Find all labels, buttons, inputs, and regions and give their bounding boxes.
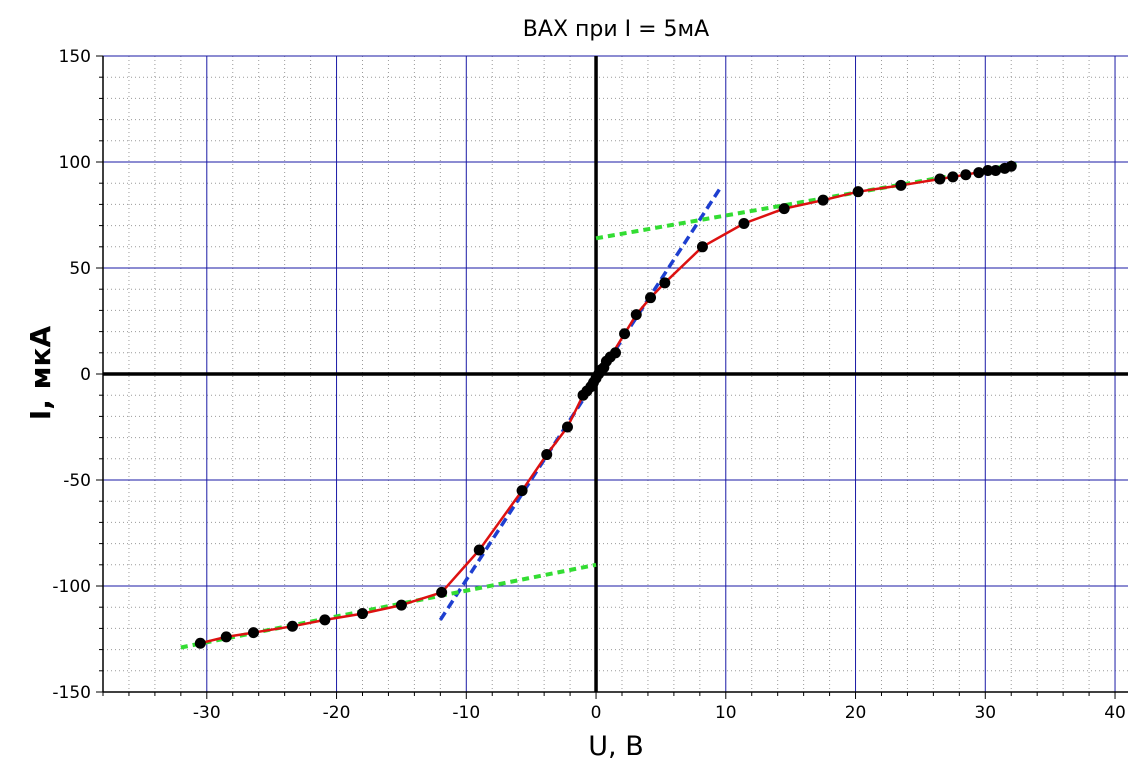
chart-title: ВАХ при I = 5мА [523, 17, 709, 42]
data-point [852, 186, 864, 198]
data-point [561, 421, 573, 433]
x-tick-label: 0 [591, 703, 602, 723]
data-point [696, 241, 708, 253]
x-axis-label: U, B [588, 731, 643, 762]
x-tick-label: -20 [323, 703, 351, 723]
iv-curve [200, 164, 1012, 645]
data-point [516, 485, 528, 497]
data-point [395, 599, 407, 611]
data-point [973, 167, 985, 179]
data-point [248, 627, 260, 639]
data-point [194, 637, 206, 649]
y-tick-label: 50 [69, 259, 91, 279]
axis-ticks [96, 55, 1116, 699]
x-tick-label: -30 [193, 703, 221, 723]
data-point [619, 328, 631, 340]
data-point [947, 171, 959, 183]
data-point [645, 292, 657, 304]
data-point [630, 309, 642, 321]
y-tick-label: 0 [80, 365, 91, 385]
data-point [982, 164, 994, 176]
data-points [194, 160, 1017, 649]
iv-curve-line [200, 164, 1012, 645]
data-point [934, 173, 946, 185]
y-tick-label: -100 [52, 577, 91, 597]
data-point [436, 586, 448, 598]
x-tick-label: 40 [1104, 703, 1126, 723]
data-point [895, 179, 907, 191]
data-point [778, 203, 790, 215]
x-tick-label: 10 [715, 703, 737, 723]
data-point [610, 347, 621, 359]
data-point [473, 544, 485, 556]
data-point [659, 277, 671, 289]
data-point [286, 620, 298, 632]
data-point [960, 169, 972, 181]
y-tick-label: -150 [52, 683, 91, 703]
data-point [541, 449, 553, 461]
data-point [1005, 160, 1017, 172]
zero-axes [103, 56, 1128, 692]
data-point [220, 631, 232, 643]
data-point [738, 217, 750, 229]
data-point [817, 194, 829, 206]
y-axis-label: I, мкА [24, 325, 57, 420]
x-tick-label: 30 [974, 703, 996, 723]
y-tick-label: -50 [63, 471, 91, 491]
x-tick-label: 20 [845, 703, 867, 723]
asymptote-fit-line [180, 562, 597, 650]
data-point [356, 608, 368, 620]
data-point [319, 614, 331, 626]
tangent-fit-line [438, 188, 721, 621]
y-tick-label: 100 [59, 153, 91, 173]
fit-lines [180, 162, 1019, 650]
x-tick-label: -10 [452, 703, 480, 723]
data-point [990, 164, 1002, 176]
y-tick-label: 150 [59, 47, 91, 67]
